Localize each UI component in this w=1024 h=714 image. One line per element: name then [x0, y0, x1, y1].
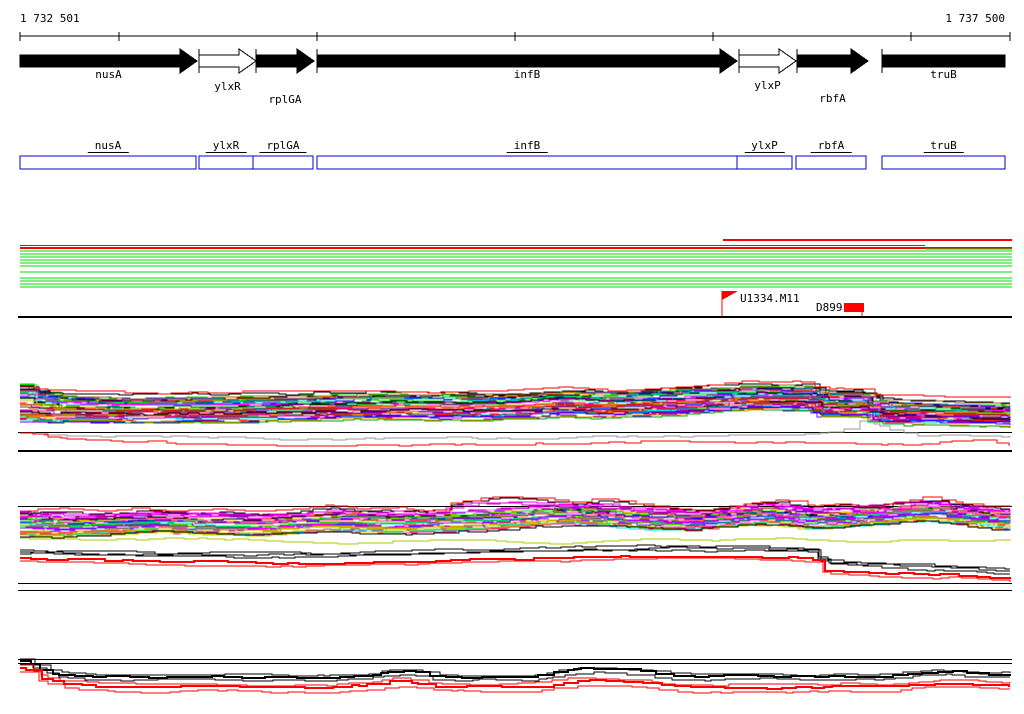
cds-box-infB[interactable] [316, 155, 738, 170]
profile-line [20, 660, 1011, 679]
profile-line [20, 408, 1011, 428]
track-separator-line [18, 316, 1012, 318]
gene-arrow-rbfA[interactable] [796, 48, 869, 74]
profile-line [20, 671, 1010, 694]
profile-border-line [18, 432, 1012, 433]
cds-box-nusA[interactable] [19, 155, 197, 170]
match-line-red [20, 247, 1012, 249]
marker-label: U1334.M11 [740, 292, 800, 305]
gene-label: ylxP [754, 79, 781, 92]
profile-border-line [18, 506, 1012, 507]
cds-box-ylxR[interactable] [198, 155, 254, 170]
profile-border-line [18, 590, 1012, 591]
profile-line [20, 502, 1010, 520]
profile-line [20, 400, 1011, 420]
cds-box-label: rbfA [810, 140, 852, 153]
cds-box-label: ylxR [205, 140, 247, 153]
gene-arrow-nusA[interactable] [19, 48, 198, 74]
profile-line [20, 496, 1011, 513]
gene-arrow-ylxR[interactable] [198, 48, 257, 74]
profile-line [20, 537, 1011, 545]
profile-border-line [18, 659, 1012, 660]
profile-line [20, 667, 1010, 690]
gene-label: truB [930, 68, 957, 81]
cds-box-truB[interactable] [881, 155, 1006, 170]
profile-line [20, 380, 1011, 398]
cds-box-rbfA[interactable] [795, 155, 867, 170]
profile-line [20, 557, 1011, 582]
cds-box-label: truB [923, 140, 964, 153]
profile-line [20, 399, 1010, 420]
gene-label: ylxR [214, 80, 241, 93]
profile-line [20, 658, 1011, 677]
profile-border-line [18, 583, 1012, 584]
cds-box-label: infB [506, 140, 548, 153]
ruler-end-coordinate: 1 737 500 [945, 12, 1005, 25]
cds-box-ylxP[interactable] [736, 155, 793, 170]
profile-line [20, 511, 1010, 528]
profile-line [20, 513, 1010, 528]
marker-box-icon[interactable] [844, 303, 864, 312]
profile-line [20, 664, 1011, 687]
gene-label: rbfA [819, 92, 846, 105]
profile-line [20, 555, 1011, 579]
profile-border-line [18, 663, 1012, 664]
profile-line [20, 420, 1011, 441]
gene-label: nusA [95, 68, 122, 81]
profile-line [20, 549, 1010, 575]
profile-line [20, 406, 1011, 424]
gene-label: infB [513, 68, 541, 81]
cds-box-label: ylxP [744, 140, 785, 153]
gene-label: rplGA [268, 93, 302, 106]
match-line-red [20, 245, 925, 246]
profile-line [20, 506, 1010, 525]
profile-line [20, 432, 1010, 447]
cds-box-rplGA[interactable] [252, 155, 314, 170]
profile-line [20, 520, 1010, 539]
gene-arrow-ylxP[interactable] [738, 48, 797, 74]
cds-box-label: nusA [87, 140, 129, 153]
profile-line [20, 396, 1010, 416]
marker-flag-icon[interactable] [722, 291, 738, 300]
profile-line [20, 409, 1011, 427]
gene-arrow-rplGA[interactable] [255, 48, 315, 74]
cds-box-label: rplGA [259, 140, 307, 153]
profile-line [20, 663, 1010, 682]
marker-label: D899 [816, 301, 843, 314]
gene-arrow-truB[interactable] [881, 54, 1006, 68]
profile-line [20, 546, 1010, 572]
profile-line [20, 391, 1010, 413]
profile-border-line [18, 450, 1012, 452]
profile-line [20, 384, 1010, 405]
gene-arrow-infB[interactable] [316, 48, 738, 74]
profile-line [20, 388, 1010, 409]
match-line-red [723, 239, 1012, 241]
ruler-start-coordinate: 1 732 501 [20, 12, 80, 25]
